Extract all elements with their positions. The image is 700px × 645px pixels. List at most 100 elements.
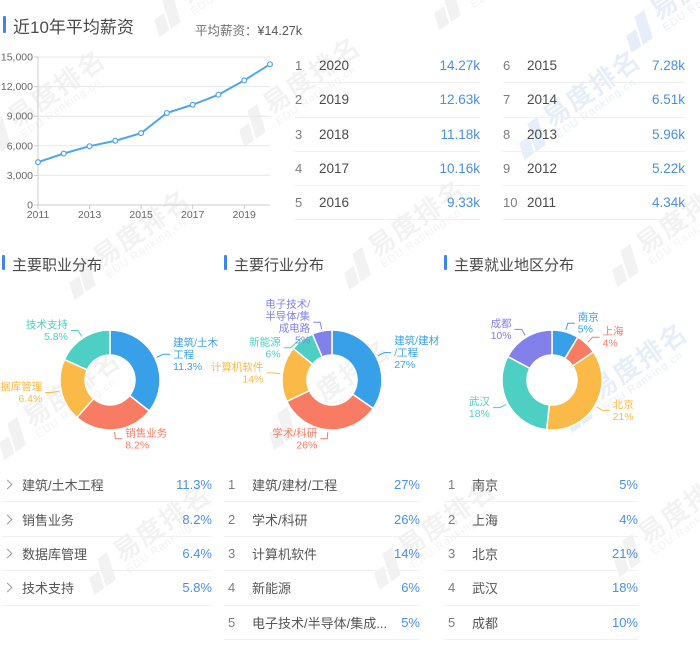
year-label: 2019 [319,92,350,108]
salary-rank-row: 5 2016 9.33k [295,186,480,221]
pie-slice-region-4[interactable] [506,329,553,370]
year-label: 2020 [319,58,350,74]
salary-rank-row: 3 2018 11.18k [295,118,480,152]
edu-ranking-logo-icon [618,9,657,54]
item-label: 上海 [472,512,499,528]
year-label: 2016 [319,195,350,211]
item-value: 8.2% [182,511,212,527]
industry-list-item: 3 计算机软件 14% [224,537,420,572]
salary-rank-row: 1 2020 14.27k [295,49,480,84]
item-label: 北京 [472,546,499,562]
pie-label-industry-1: 学术/科研 26% [272,426,317,451]
x-axis-label: 2017 [181,209,205,221]
rank-number: 8 [503,126,511,142]
salary-value: 6.51k [651,92,685,108]
year-label: 2014 [527,92,558,108]
pie-label-industry-4: 电子技术/半导体/集成电路 5% [265,298,310,347]
rank-number: 10 [503,195,518,211]
chevron-right-icon [2,548,13,559]
pie-label-leader-line [565,322,575,331]
data-point-2020[interactable] [267,61,274,68]
rank-number: 5 [228,614,236,630]
pie-slice-industry-4[interactable] [311,329,333,358]
pie-label-leader-line [45,390,60,393]
item-value: 5.8% [182,580,212,596]
industry-list-item: 4 新能源 6% [224,571,420,606]
pie-label-region-0: 南京 5% [578,311,599,336]
pie-label-leader-line [320,431,329,440]
average-salary-value: ¥14.27k [257,24,302,38]
item-label: 技术支持 [22,581,75,597]
data-point-2019[interactable] [241,77,248,84]
pie-slice-region-3[interactable] [501,355,551,431]
logo-bar-icon [634,9,653,45]
watermark-cn-text: 易度排名 [645,0,700,26]
year-label: 2013 [527,126,558,142]
region-list-item: 4 武汉 18% [444,571,638,606]
pie-slice-occupation-0[interactable] [109,329,161,413]
pie-label-region-4: 成都 10% [491,318,513,342]
rank-number: 5 [448,614,456,630]
salary-value: 10.16k [439,161,480,177]
rank-number: 2 [448,511,456,527]
occupation-list-item[interactable]: 销售业务 8.2% [2,502,212,537]
rank-number: 1 [295,58,303,74]
industry-header: 主要行业分布 [224,252,438,274]
region-list-item: 2 上海 4% [444,502,638,537]
data-point-2012[interactable] [60,150,67,157]
x-axis-label: 2011 [27,209,50,221]
rank-number: 1 [228,477,236,493]
watermark-en-text: EDU Ranking.cn [469,0,568,11]
region-list-item: 5 成都 10% [444,606,638,640]
data-point-2014[interactable] [112,137,119,144]
x-axis-label: 2013 [78,209,102,221]
region-donut-chart[interactable]: 南京 5% 上海 4% 北京 21% 武汉 18% 成都 10% [420,286,696,474]
accent-bar [224,255,227,270]
average-salary-readout: 平均薪资：¥14.27k [195,20,302,39]
item-value: 21% [611,545,638,561]
occupation-list-item[interactable]: 建筑/土木工程 11.3% [2,468,212,503]
salary-rank-row: 4 2017 10.16k [295,152,480,187]
chevron-right-icon [2,479,13,490]
item-value: 6% [401,580,420,596]
pie-label-industry-2: 计算机软件 14% [211,360,264,385]
pie-label-leader-line [596,406,610,411]
occupation-list-item[interactable]: 技术支持 5.8% [2,571,212,606]
pie-slice-occupation-3[interactable] [63,329,111,371]
rank-number: 3 [448,545,456,561]
item-label: 建筑/建材/工程 [252,478,338,494]
salary-rank-column-left: 1 2020 14.27k 2 2019 12.63k 3 2018 11.18k 4 2017 10… [295,49,480,221]
data-point-2013[interactable] [86,143,93,150]
item-label: 学术/科研 [252,512,308,528]
salary-rank-row: 6 2015 7.28k [503,49,685,84]
item-value: 26% [393,511,420,527]
industry-title: 主要行业分布 [234,257,325,274]
pie-label-leader-line [377,352,392,357]
pie-slice-industry-1[interactable] [285,389,375,431]
occupation-list-item[interactable]: 数据库管理 6.4% [2,537,212,572]
salary-rank-column-right: 6 2015 7.28k 7 2014 6.51k 8 2013 5.96k 9 2012 5.22k… [503,49,685,221]
item-value: 5% [401,614,420,630]
data-point-2017[interactable] [189,101,196,108]
industry-donut-chart[interactable]: 建筑/建材/工程 27% 学术/科研 26% 计算机软件 14%新能源 6%电子技术/半导体… [200,286,476,474]
y-axis-label: 6,000 [7,140,33,152]
chevron-right-icon [2,514,13,525]
pie-label-occupation-0: 建筑/土木工程 11.3% [173,336,218,373]
data-point-2016[interactable] [163,109,170,116]
logo-bar-icon [162,0,181,29]
region-panel: 主要就业地区分布 南京 5% 上海 4% 北京 21% 武汉 18% 成都 10% 1 南京 5% 2 上… [444,252,658,645]
pie-slice-industry-0[interactable] [331,329,383,410]
data-point-2015[interactable] [138,130,145,137]
data-point-2011[interactable] [34,159,41,166]
pie-slice-region-2[interactable] [545,350,603,431]
year-label: 2012 [527,161,558,177]
salary-line-chart[interactable]: 0 3,000 6,000 9,000 12,000 15,000 2011 2013 2015… [0,44,292,228]
salary-value: 5.22k [651,161,685,177]
logo-bar-icon [154,13,170,38]
item-value: 4% [619,511,638,527]
data-point-2018[interactable] [215,91,222,98]
